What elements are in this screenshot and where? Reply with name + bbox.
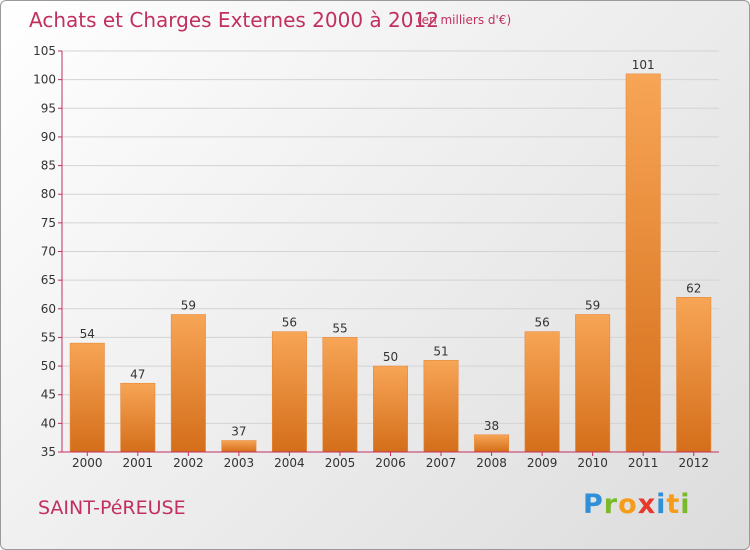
logo-letter: o [618,489,638,520]
x-tick-label: 2007 [426,456,457,470]
bar [423,360,459,453]
bar [524,331,560,453]
x-tick-label: 2006 [375,456,406,470]
y-tick-label: 105 [33,44,56,58]
y-tick-label: 100 [33,73,56,87]
x-tick-label: 2010 [577,456,608,470]
logo-letter: P [583,489,604,520]
x-tick-label: 2001 [123,456,154,470]
bar [69,342,105,453]
x-tick-label: 2011 [628,456,659,470]
y-tick-label: 40 [41,416,56,430]
bar [474,434,510,453]
bar [373,365,408,453]
logo-letter: i [680,489,691,520]
bar-value-label: 55 [332,321,347,335]
x-tick-label: 2009 [527,456,558,470]
bar-value-label: 37 [231,425,246,439]
y-tick-label: 45 [41,388,56,402]
commune-name: SAINT-PéREUSE [38,497,186,519]
bar-value-label: 50 [383,350,398,364]
x-tick-label: 2008 [476,456,507,470]
y-tick-label: 80 [41,187,56,201]
logo-letter: i [656,489,667,520]
logo-letter: r [603,489,619,520]
bar [120,382,156,453]
x-tick-label: 2000 [72,456,103,470]
bar [170,314,206,453]
bar-value-label: 56 [534,316,549,330]
y-tick-label: 60 [41,302,56,316]
chart-title: Achats et Charges Externes 2000 à 2012 [29,8,439,32]
x-tick-label: 2002 [173,456,204,470]
bar-value-label: 51 [433,344,448,358]
bar [625,73,661,453]
y-tick-label: 75 [41,216,56,230]
chart-subtitle: (en milliers d'€) [417,13,512,27]
y-tick-label: 85 [41,159,56,173]
x-tick-label: 2004 [274,456,305,470]
x-tick-label: 2012 [678,456,709,470]
x-tick-label: 2003 [224,456,255,470]
x-tick-label: 2005 [325,456,356,470]
bar-value-label: 101 [632,58,655,72]
axes [58,50,719,456]
bar [221,440,257,453]
logo-letter: t [666,489,681,520]
bar-value-label: 59 [585,299,600,313]
logo-letter: x [637,489,657,520]
bar-value-label: 62 [686,281,701,295]
bar-value-label: 59 [181,299,196,313]
y-tick-label: 35 [41,445,56,459]
bar [575,314,611,453]
bar-value-label: 47 [130,367,145,381]
bar [271,331,307,453]
labels: 35 40 45 50 55 60 65 70 75 80 85 90 95 100 105 54 2000 47… [33,44,709,470]
bar [322,337,358,453]
bar-value-label: 54 [80,327,95,341]
y-tick-label: 55 [41,330,56,344]
y-tick-label: 70 [41,245,56,259]
bars [69,73,712,453]
y-tick-label: 90 [41,130,56,144]
y-tick-label: 65 [41,273,56,287]
proxiti-logo[interactable]: Proxiti [583,489,691,520]
bar-value-label: 56 [282,316,297,330]
y-tick-label: 50 [41,359,56,373]
y-tick-label: 95 [41,101,56,115]
bar-value-label: 38 [484,419,499,433]
bar [676,297,712,453]
